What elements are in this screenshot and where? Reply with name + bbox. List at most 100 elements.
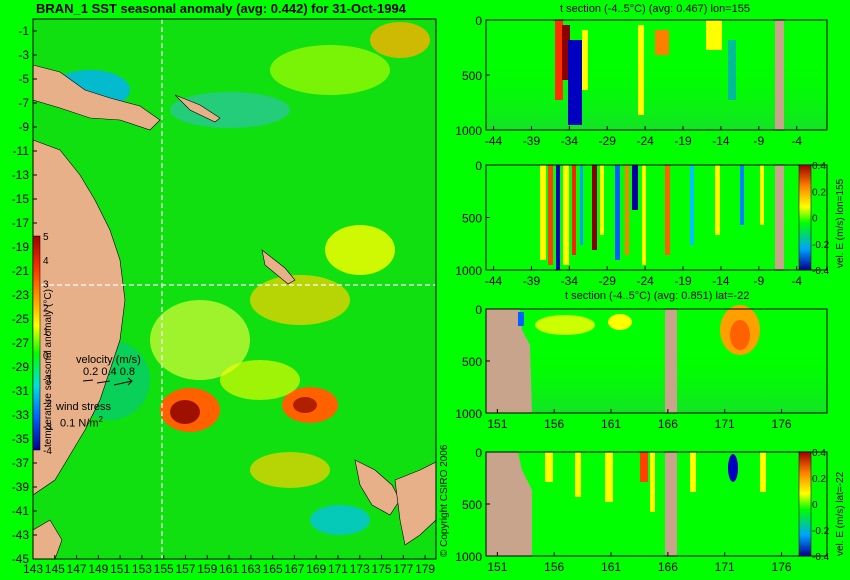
section-x-tick-label: 176	[772, 417, 792, 431]
main-colorbar-tick-label: -3	[43, 422, 52, 433]
map-x-tick-label: 163	[241, 562, 261, 576]
map-y-tick-label: -25	[12, 312, 30, 326]
map-x-tick-label: 171	[328, 562, 348, 576]
map-x-tick-label: 165	[263, 562, 283, 576]
map-x-tick-label: 155	[154, 562, 174, 576]
colorbar-lon-velocity: 0.4 0.2 0 -0.2 -0.4	[798, 161, 830, 277]
panel-lon-section	[485, 19, 828, 131]
wind-stress-legend-exponent: 2	[98, 415, 103, 424]
land-australia	[32, 139, 126, 496]
section-x-tick-label: 156	[544, 560, 564, 574]
velocity-legend-title: velocity (m/s)	[76, 354, 141, 366]
main-map-title: BRAN_1 SST seasonal anomaly (avg: 0.442)…	[36, 1, 406, 16]
map-x-tick-label: 143	[23, 562, 43, 576]
panel-lat-section	[485, 305, 828, 414]
map-y-tick-label: -23	[12, 288, 30, 302]
colorbar-lat-velocity: 0.4 0.2 0 -0.2 -0.4	[798, 448, 830, 563]
map-y-tick-label: -39	[12, 480, 30, 494]
section-x-tick-label: 166	[658, 560, 678, 574]
section-x-tick-label: -14	[712, 134, 730, 148]
main-colorbar-tick-label: -2	[43, 398, 52, 409]
section-y-tick-label: 0	[475, 159, 482, 173]
panel-lon-velocity	[485, 164, 828, 271]
map-y-tick-label: -21	[12, 264, 30, 278]
velocity-colorbar-tick-label: 0.4	[812, 161, 826, 172]
main-map	[32, 18, 437, 560]
copyright-notice: © Copyright CSIRO 2006	[439, 444, 450, 557]
section-y-tick-label: 500	[462, 355, 482, 369]
section-x-tick-label: -44	[485, 274, 503, 288]
map-x-tick-label: 159	[197, 562, 217, 576]
section-x-tick-label: -34	[561, 274, 579, 288]
section-y-tick-label: 500	[462, 212, 482, 226]
wind-stress-legend-value: 0.1 N/m	[60, 417, 99, 430]
section-x-tick-label: 166	[658, 417, 678, 431]
main-colorbar-tick-label: 3	[43, 280, 49, 291]
section-x-tick-label: -9	[753, 134, 764, 148]
map-y-tick-label: -27	[12, 336, 30, 350]
colorbar-lat-velocity-ticks: 0.4 0.2 0 -0.2 -0.4	[812, 448, 830, 563]
panel-lat-velocity	[485, 451, 828, 557]
section-x-tick-label: -4	[791, 274, 802, 288]
land-new-caledonia	[261, 249, 296, 285]
panel-lon-section-axes: 0 500 1000-44 -39 -34 -29 -24 -19 -14 -9 -4	[455, 14, 802, 148]
section-x-tick-label: -44	[485, 134, 503, 148]
main-colorbar-tick-label: -1	[43, 375, 52, 386]
section-x-tick-label: -34	[561, 134, 579, 148]
lon-section-title: t section (-4..5°C) (avg: 0.467) lon=155	[560, 3, 750, 15]
lon-velocity-colorbar-label: vel. E (m/s) lon=155	[835, 178, 846, 268]
section-x-tick-label: 171	[715, 560, 735, 574]
section-x-tick-label: 176	[772, 560, 792, 574]
main-colorbar-tick-label: 4	[43, 256, 49, 267]
velocity-colorbar-tick-label: 0.2	[812, 474, 826, 485]
velocity-colorbar-tick-label: -0.2	[812, 240, 830, 251]
land-new-zealand-north	[354, 459, 401, 516]
map-y-tick-label: -9	[18, 120, 29, 134]
map-x-tick-label: 157	[175, 562, 195, 576]
main-colorbar-tick-label: -4	[43, 446, 52, 457]
wind-stress-legend-scale: 0.1 N/m2	[60, 415, 103, 430]
map-y-tick-label: -11	[13, 144, 30, 158]
main-colorbar-tick-label: 2	[43, 303, 49, 314]
section-y-tick-label: 1000	[455, 264, 482, 278]
map-x-tick-label: 175	[372, 562, 392, 576]
section-y-tick-label: 0	[475, 446, 482, 460]
map-x-tick-label: 145	[45, 562, 65, 576]
section-x-tick-label: -29	[599, 274, 617, 288]
velocity-colorbar-tick-label: -0.4	[812, 266, 830, 277]
wind-stress-legend-title: wind stress	[56, 401, 112, 413]
section-y-tick-label: 0	[475, 14, 482, 28]
main-colorbar-tick-label: 1	[43, 327, 49, 338]
section-y-tick-label: 500	[462, 69, 482, 83]
section-x-tick-label: 151	[487, 417, 507, 431]
panel-lat-section-axes: 0 500 1000 151 156 161 166 171 176	[455, 303, 792, 431]
map-y-tick-label: -35	[12, 432, 30, 446]
map-y-tick-label: -31	[12, 384, 30, 398]
map-y-tick-label: -15	[12, 192, 30, 206]
map-x-tick-label: 169	[306, 562, 326, 576]
section-x-tick-label: -19	[674, 274, 692, 288]
map-y-tick-label: -3	[18, 48, 29, 62]
section-y-tick-label: 1000	[455, 407, 482, 421]
lat-velocity-colorbar-label: vel. E (m/s) lat=-22	[835, 471, 846, 556]
section-x-tick-label: 161	[601, 417, 621, 431]
map-x-tick-label: 179	[415, 562, 435, 576]
section-x-tick-label: -39	[523, 274, 541, 288]
map-y-tick-label: -43	[12, 528, 30, 542]
main-colorbar: 5 4 3 2 1 0 -1 -2 -3 -4	[32, 232, 52, 457]
section-x-tick-label: -39	[523, 134, 541, 148]
map-y-tick-label: -13	[12, 168, 30, 182]
section-x-tick-label: 171	[715, 417, 735, 431]
velocity-legend-scale: 0.2 0.4 0.8	[83, 366, 135, 378]
velocity-colorbar-tick-label: -0.4	[812, 552, 830, 563]
lat-section-title: t section (-4..5°C) (avg: 0.851) lat=-22	[565, 290, 750, 302]
map-x-tick-label: 167	[284, 562, 304, 576]
land-new-guinea	[32, 64, 161, 131]
main-colorbar-tick-label: 5	[43, 232, 49, 243]
velocity-colorbar-tick-label: 0	[812, 214, 818, 225]
map-y-tick-label: -5	[18, 72, 29, 86]
map-x-tick-label: 161	[219, 562, 239, 576]
colorbar-lat-velocity-gradient	[798, 451, 812, 557]
velocity-colorbar-tick-label: 0.2	[812, 187, 826, 198]
map-x-tick-label: 153	[132, 562, 152, 576]
